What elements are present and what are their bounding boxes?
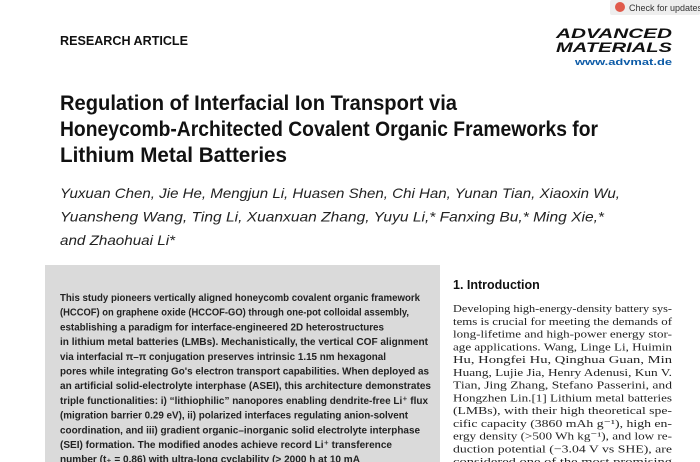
abstract-line: (HCCOF) on graphene oxide (HCCOF-GO) thr… <box>60 307 409 319</box>
body-line: tems is crucial for meeting the demands … <box>453 316 672 328</box>
abstract-line: an artificial solid-electrolyte interpha… <box>60 380 431 392</box>
title-line: Honeycomb-Architected Covalent Organic F… <box>60 118 598 141</box>
body-line: Huang, Lujie Jia, Henry Adenusi, Kun V. <box>453 367 672 379</box>
journal-logo: MATERIALS <box>556 39 673 55</box>
abstract-line: number (t₊ = 0.86) with ultra-long cycla… <box>60 454 360 462</box>
abstract-line: (migration barrier 0.29 eV), ii) polariz… <box>60 410 408 422</box>
update-badge[interactable]: Check for updates <box>610 0 700 15</box>
badge-background <box>610 0 700 15</box>
title-line: Regulation of Interfacial Ion Transport … <box>60 92 457 115</box>
journal-logo: ADVANCED <box>555 25 672 41</box>
abstract-line: (SEI) formation. The modified anodes ach… <box>60 439 392 451</box>
badge-icon <box>615 2 625 12</box>
body-line: Tian, Jing Zhang, Stefano Passerini, and <box>453 380 673 392</box>
abstract-line: in lithium metal batteries (LMBs). Mecha… <box>60 336 428 348</box>
abstract-line: pores while integrating Go's electron tr… <box>60 366 429 378</box>
body-line: Hu, Hongfei Hu, Qinghua Guan, Min <box>453 354 673 366</box>
body-line: Developing high-energy-density battery s… <box>453 303 672 315</box>
body-line: age applications. Wang, Linge Li, Huimin <box>453 341 673 353</box>
badge-text: Check for updates <box>629 3 700 13</box>
abstract-line: via interfacial π–π conjugation preserve… <box>60 351 386 363</box>
body-line: Hongzhen Lin.[1] Lithium metal batteries <box>453 392 672 404</box>
journal-url[interactable]: www.advmat.de <box>574 57 672 68</box>
section-heading: 1. Introduction <box>453 278 540 292</box>
abstract-line: triple functionalities: i) “lithiophilic… <box>60 395 428 407</box>
author-line: and Zhaohuai Li* <box>60 232 176 248</box>
abstract-line: This study pioneers vertically aligned h… <box>60 292 420 304</box>
abstract-line: coordination, and iii) gradient organic–… <box>60 424 420 436</box>
abstract-box <box>45 265 440 462</box>
body-line: duction potential (−3.04 V vs SHE), are <box>453 443 672 455</box>
body-line: considered one of the most promising <box>453 456 673 462</box>
author-line: Yuansheng Wang, Ting Li, Xuanxuan Zhang,… <box>60 209 605 225</box>
body-line: (LMBs), with their high theoretical spe- <box>453 405 672 417</box>
author-line: Yuxuan Chen, Jie He, Mengjun Li, Huasen … <box>60 185 620 201</box>
body-line: long-lifetime and high-power energy stor… <box>453 329 672 341</box>
body-line: cific capacity (3860 mAh g⁻¹), high en- <box>453 418 672 430</box>
abstract-line: establishing a paradigm for interface-en… <box>60 321 384 333</box>
section-label: RESEARCH ARTICLE <box>60 33 188 48</box>
title-line: Lithium Metal Batteries <box>60 144 287 167</box>
body-line: ergy density (>500 Wh kg⁻¹), and low re- <box>453 431 672 443</box>
